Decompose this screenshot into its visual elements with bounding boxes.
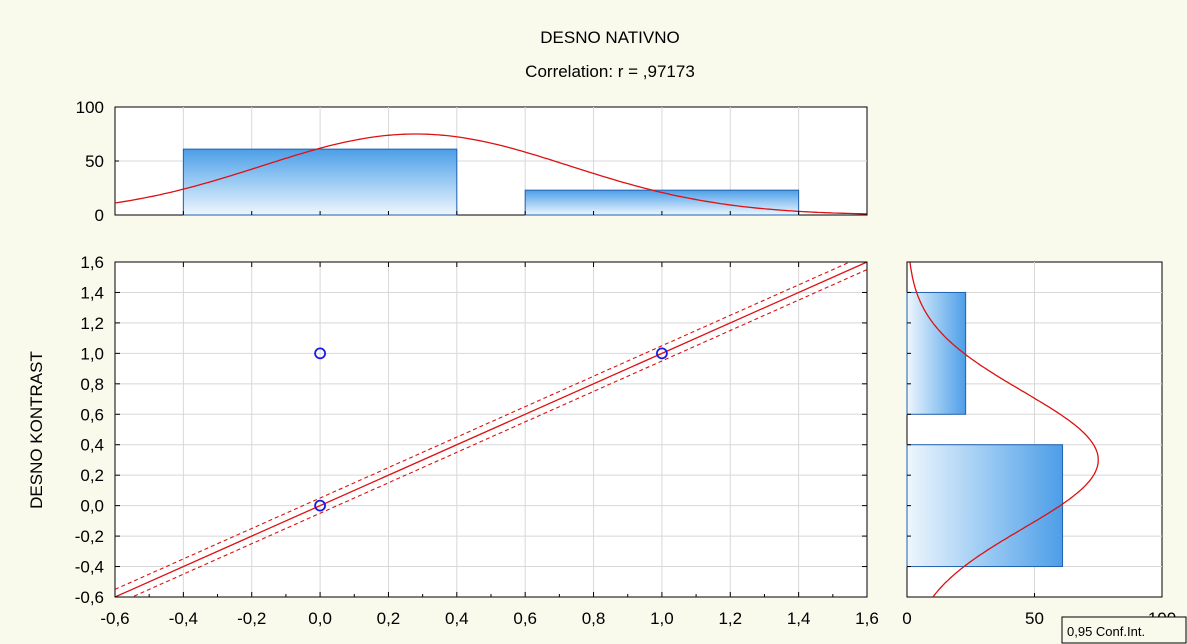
y-tick-label: 0,6 — [80, 405, 104, 424]
x-tick-label: 1,6 — [855, 609, 879, 628]
regression-line — [115, 262, 867, 597]
top-histogram-bar — [524, 189, 800, 216]
top-normal-curve — [115, 133, 867, 215]
top-y-tick-label: 50 — [85, 152, 104, 171]
right-histogram-bar — [906, 444, 1064, 568]
right-x-tick-label: 0 — [902, 609, 911, 628]
y-tick-label: 0,0 — [80, 497, 104, 516]
x-tick-label: 1,0 — [650, 609, 674, 628]
right-x-tick-label: 50 — [1025, 609, 1044, 628]
y-tick-label: 1,0 — [80, 344, 104, 363]
chart-title: DESNO NATIVNO — [540, 28, 679, 47]
x-tick-label: -0,6 — [100, 609, 129, 628]
data-point — [314, 499, 326, 512]
data-point — [314, 347, 326, 360]
legend: 0,95 Conf.Int. — [1061, 616, 1187, 644]
y-tick-label: 0,8 — [80, 375, 104, 394]
data-point — [656, 347, 668, 360]
x-tick-label: 0,2 — [377, 609, 401, 628]
y-tick-label: 1,2 — [80, 314, 104, 333]
x-tick-label: 1,4 — [787, 609, 811, 628]
legend-label: 0,95 Conf.Int. — [1067, 624, 1145, 639]
top-histogram-bar — [182, 148, 458, 216]
x-tick-label: -0,2 — [237, 609, 266, 628]
confidence-band-lower — [130, 269, 867, 597]
y-tick-label: 1,4 — [80, 283, 104, 302]
x-tick-label: 0,0 — [308, 609, 332, 628]
y-tick-label: 0,2 — [80, 466, 104, 485]
y-tick-label: -0,6 — [75, 588, 104, 607]
top-y-tick-label: 0 — [95, 206, 104, 225]
y-tick-label: -0,4 — [75, 558, 104, 577]
x-tick-label: 0,6 — [513, 609, 537, 628]
y-tick-label: -0,2 — [75, 527, 104, 546]
chart-subtitle: Correlation: r = ,97173 — [525, 62, 695, 81]
legend-box — [1061, 616, 1187, 644]
scatter-panel: -0,6 -0,4 -0,2 0,0 0,2 0,4 0,6 0,8 1,0 1,2 1,4 1,6 … — [75, 253, 879, 628]
right-histogram-bar — [906, 291, 967, 415]
right-normal-curve — [909, 262, 1099, 597]
x-tick-label: 0,4 — [445, 609, 469, 628]
x-tick-label: -0,4 — [169, 609, 198, 628]
y-tick-label: 1,6 — [80, 253, 104, 272]
x-tick-label: 1,2 — [718, 609, 742, 628]
y-tick-label: 0,4 — [80, 436, 104, 455]
confidence-band-upper — [115, 262, 852, 590]
y-axis-label: DESNO KONTRAST — [27, 351, 46, 509]
x-tick-label: 0,8 — [582, 609, 606, 628]
top-histogram: 0 50 100 — [76, 98, 868, 225]
top-y-tick-label: 100 — [76, 98, 104, 117]
